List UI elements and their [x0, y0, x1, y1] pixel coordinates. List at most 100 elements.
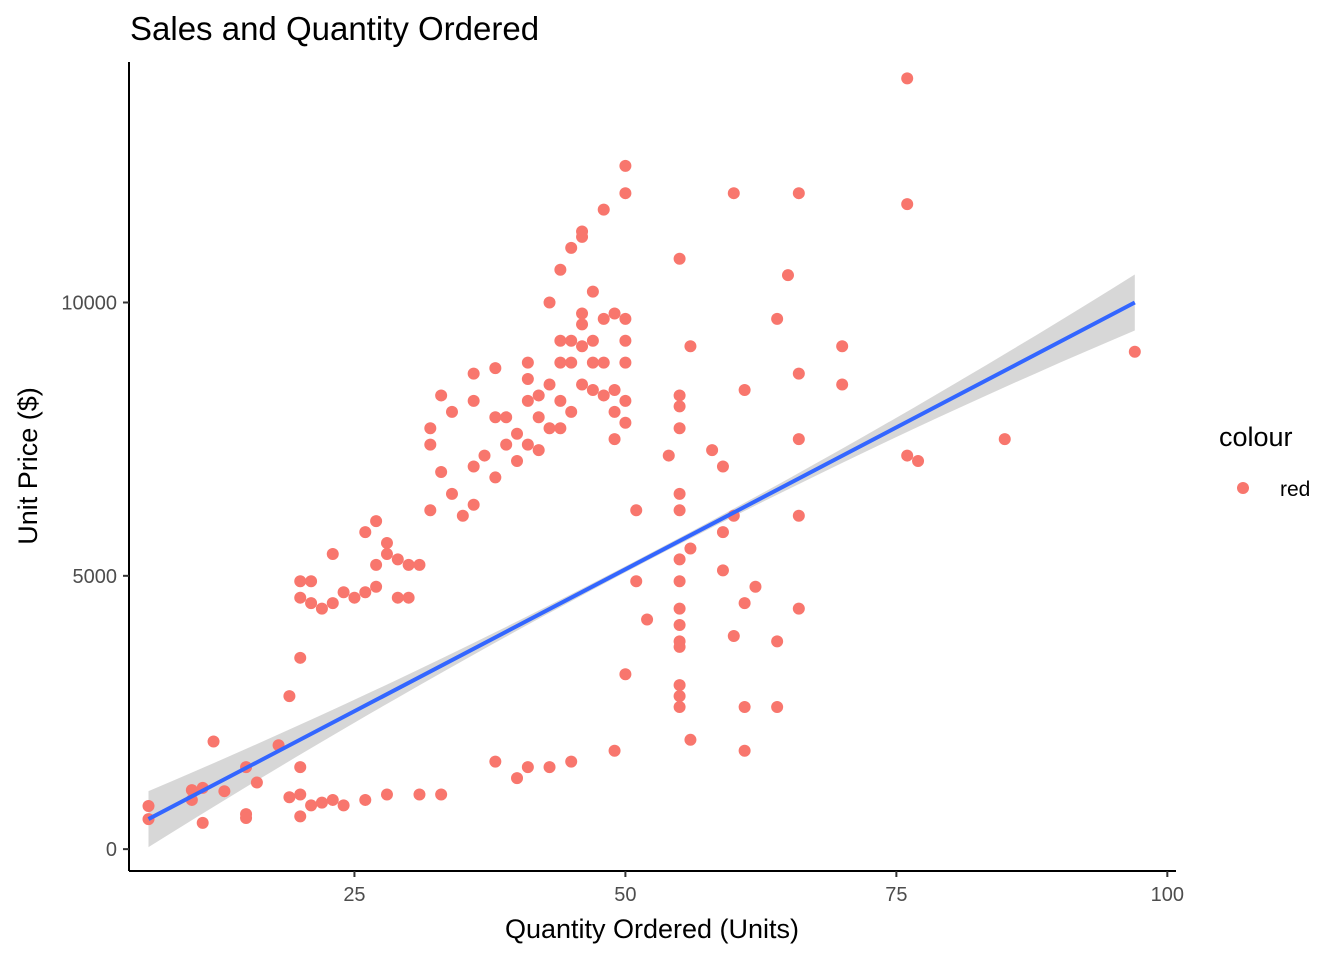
data-point: [435, 389, 448, 402]
data-point: [142, 799, 155, 812]
data-point: [749, 580, 762, 593]
data-point: [565, 334, 578, 347]
data-point: [576, 340, 589, 353]
data-point: [543, 296, 556, 309]
data-point: [511, 427, 524, 440]
data-point: [424, 438, 437, 451]
data-point: [771, 312, 784, 325]
data-point: [630, 504, 643, 517]
trend-line: [147, 300, 1136, 821]
data-point: [337, 799, 350, 812]
data-point: [294, 788, 307, 801]
data-point: [738, 744, 751, 757]
data-point: [315, 602, 328, 615]
data-point: [500, 438, 513, 451]
data-point: [684, 733, 697, 746]
data-point: [630, 575, 643, 588]
y-axis-ticks: 0 5000 10000: [61, 293, 129, 861]
data-point: [391, 553, 404, 566]
data-point: [565, 755, 578, 768]
data-point: [792, 602, 805, 615]
x-tick-label: 50: [614, 884, 636, 906]
x-tick-label: 25: [343, 884, 365, 906]
data-point: [445, 487, 458, 500]
data-point: [673, 422, 686, 435]
data-point: [641, 613, 654, 626]
legend-key-point: [1237, 482, 1249, 494]
y-tick-label: 0: [106, 839, 117, 861]
data-point: [565, 405, 578, 418]
data-point: [543, 422, 556, 435]
data-point: [348, 591, 361, 604]
data-point: [554, 334, 567, 347]
data-point: [781, 269, 794, 282]
data-point: [370, 515, 383, 528]
data-point: [901, 198, 914, 211]
data-point: [294, 575, 307, 588]
data-point: [294, 761, 307, 774]
data-point: [576, 318, 589, 331]
data-point: [619, 312, 632, 325]
data-point: [727, 629, 740, 642]
data-point: [521, 394, 534, 407]
data-point: [738, 597, 751, 610]
data-point: [554, 422, 567, 435]
legend-entry-label: red: [1280, 478, 1310, 501]
legend-title: colour: [1219, 422, 1293, 452]
data-point: [836, 378, 849, 391]
y-axis-title: Unit Price ($): [13, 387, 43, 545]
data-point: [586, 334, 599, 347]
data-point: [521, 761, 534, 774]
data-point: [771, 701, 784, 714]
data-point: [608, 307, 621, 320]
data-point: [240, 811, 253, 824]
x-axis-ticks: 25 50 75 100: [343, 871, 1184, 906]
data-point: [478, 449, 491, 462]
data-point: [586, 383, 599, 396]
data-point: [359, 526, 372, 539]
data-point: [673, 619, 686, 632]
data-point: [727, 187, 740, 200]
data-point: [684, 340, 697, 353]
data-point: [738, 383, 751, 396]
data-point: [597, 203, 610, 216]
data-point: [608, 433, 621, 446]
data-point: [521, 373, 534, 386]
data-point: [673, 389, 686, 402]
data-point: [673, 252, 686, 265]
data-point: [565, 241, 578, 254]
data-point: [337, 586, 350, 599]
data-point: [294, 810, 307, 823]
data-point: [435, 465, 448, 478]
y-tick-label: 10000: [61, 293, 117, 315]
data-point: [619, 668, 632, 681]
data-point: [673, 701, 686, 714]
data-point: [836, 340, 849, 353]
data-point: [738, 701, 751, 714]
data-point: [326, 547, 339, 560]
y-tick-label: 5000: [73, 566, 118, 588]
data-point: [489, 411, 502, 424]
data-point: [619, 159, 632, 172]
x-axis-title: Quantity Ordered (Units): [505, 914, 799, 944]
data-point: [380, 788, 393, 801]
data-point: [543, 761, 556, 774]
data-point: [716, 460, 729, 473]
data-point: [207, 735, 220, 748]
data-point: [597, 356, 610, 369]
data-point: [435, 788, 448, 801]
data-point: [998, 433, 1011, 446]
data-point: [608, 405, 621, 418]
legend: colour red: [1219, 422, 1310, 501]
data-point: [576, 378, 589, 391]
data-point: [673, 504, 686, 517]
data-point: [380, 547, 393, 560]
data-point: [500, 411, 513, 424]
data-point: [532, 444, 545, 457]
data-point: [283, 791, 296, 804]
data-point: [576, 230, 589, 243]
data-point: [792, 433, 805, 446]
data-point: [305, 575, 318, 588]
data-point: [521, 356, 534, 369]
data-point: [489, 362, 502, 375]
